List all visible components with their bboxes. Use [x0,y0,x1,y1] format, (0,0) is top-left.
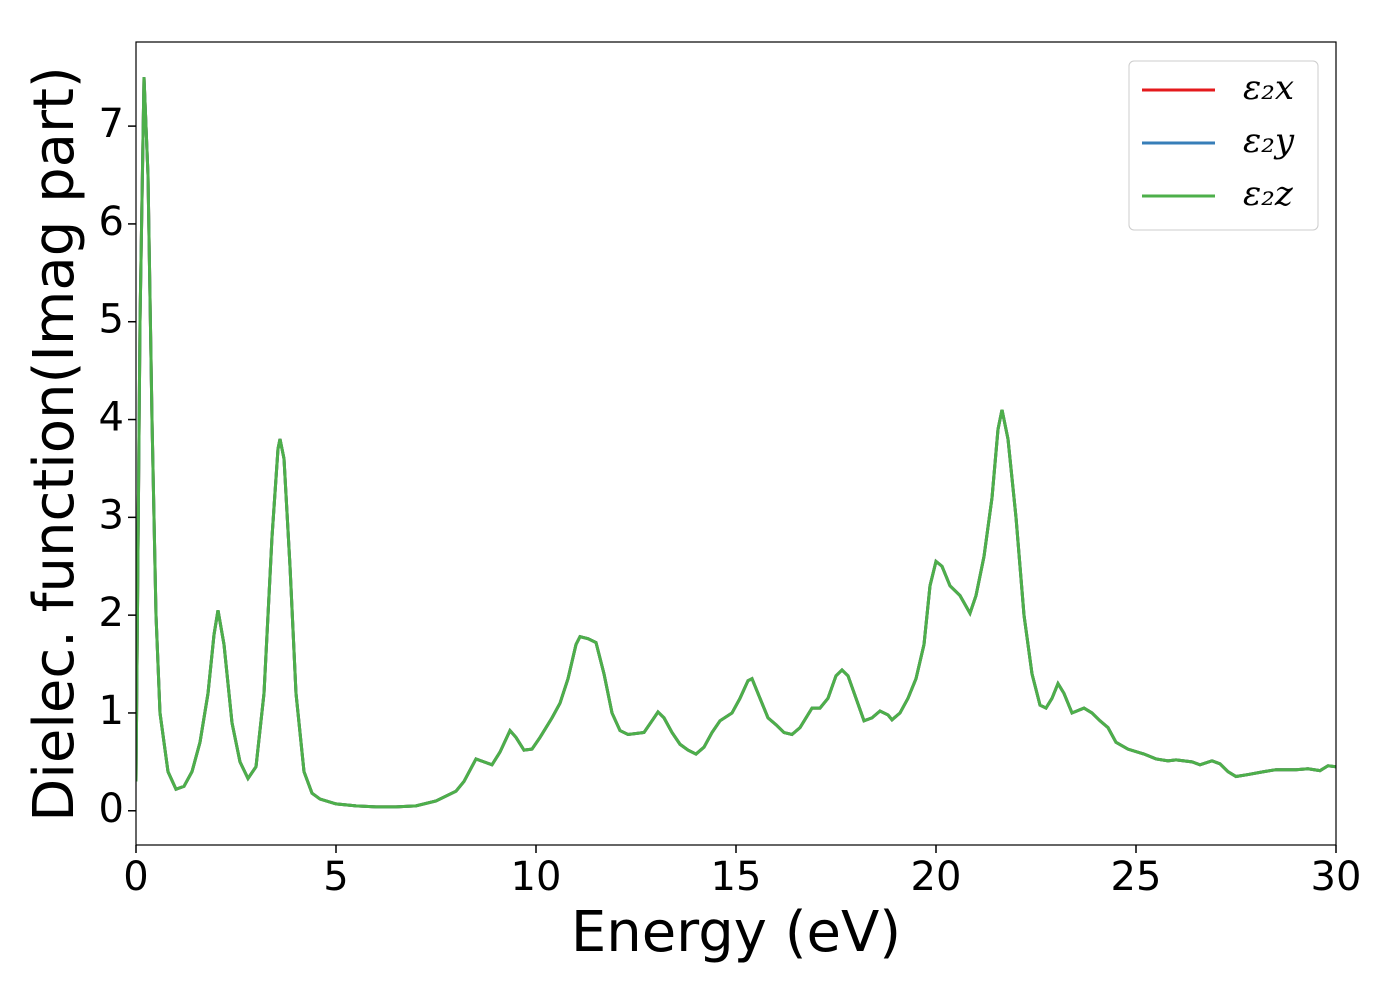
y-tick-label: 4 [99,395,124,441]
x-tick-label: 25 [1111,854,1162,900]
y-tick-label: 0 [99,786,124,832]
x-tick-label: 20 [911,854,962,900]
x-tick-label: 0 [123,854,148,900]
y-tick-label: 7 [99,101,124,147]
legend-label: ε₂y [1243,121,1295,161]
legend-label: ε₂x [1243,68,1294,108]
y-tick-label: 2 [99,590,124,636]
legend-box [1128,60,1319,231]
legend-label: ε₂z [1243,174,1294,214]
x-axis-label: Energy (eV) [571,900,901,965]
y-tick-label: 6 [99,199,124,245]
x-tick-label: 30 [1311,854,1362,900]
y-tick-label: 1 [99,688,124,734]
y-tick-label: 5 [99,297,124,343]
x-tick-label: 10 [511,854,562,900]
y-tick-label: 3 [99,492,124,538]
x-tick-label: 5 [323,854,348,900]
x-tick-label: 15 [711,854,762,900]
plot-frame [135,41,1337,846]
y-axis-label: Dielec. function(Imag part) [22,66,87,822]
data-line [136,77,1336,809]
